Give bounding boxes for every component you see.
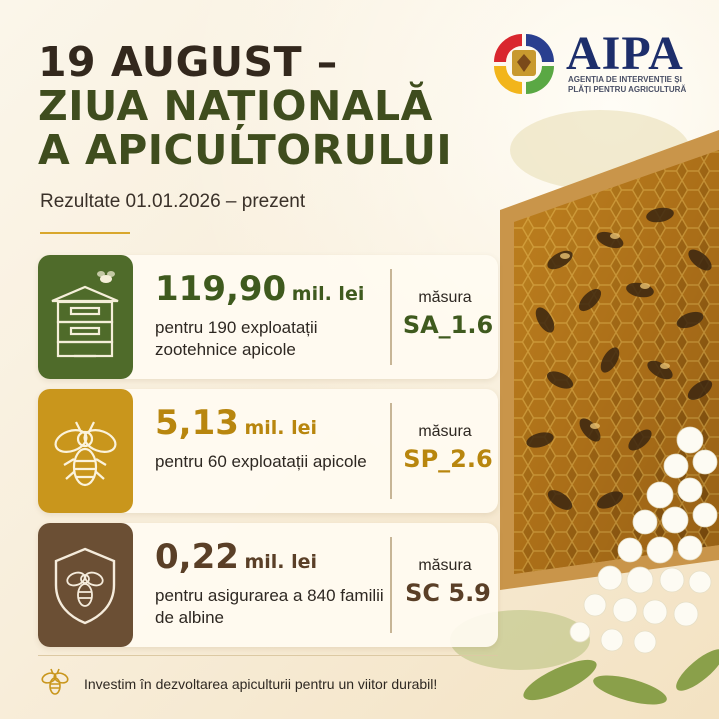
- result-card-sp-2-6: 5,13 mil. lei pentru 60 exploatații apic…: [38, 389, 498, 513]
- amount-unit: mil. lei: [244, 417, 318, 439]
- title-line-3: A APICULTORULUI: [38, 126, 453, 174]
- measure-label: măsura: [418, 423, 472, 440]
- amount-value: 119,90: [155, 269, 287, 309]
- logo-subtitle-line2: PLĂȚI PENTRU AGRICULTURĂ: [568, 85, 687, 94]
- measure-label: măsura: [418, 289, 472, 306]
- card-icon-box: [38, 523, 133, 647]
- title-line-1: 19 AUGUST –: [38, 38, 338, 86]
- card-description: pentru asigurarea a 840 familii de albin…: [155, 586, 384, 627]
- card-divider: [390, 269, 392, 365]
- measure-label: măsura: [418, 557, 472, 574]
- bee-icon: [41, 668, 69, 695]
- result-card-sc-5-9: 0,22 mil. lei pentru asigurarea a 840 fa…: [38, 523, 498, 647]
- card-description: pentru 190 exploatații zootehnice apicol…: [155, 318, 318, 359]
- logo-name: AIPA: [566, 27, 684, 80]
- results-period: Rezultate 01.01.2026 – prezent: [40, 191, 306, 212]
- card-amount: 5,13 mil. lei: [155, 403, 317, 443]
- card-icon-box: [38, 255, 133, 379]
- measure-code: SA_1.6: [402, 311, 494, 339]
- footer-divider: [38, 655, 498, 656]
- beehive-icon: [51, 271, 119, 358]
- result-card-sa-1-6: 119,90 mil. lei pentru 190 exploatații z…: [38, 255, 498, 379]
- amount-value: 5,13: [155, 403, 239, 443]
- measure-code: SC 5.9: [405, 579, 491, 607]
- card-divider: [390, 403, 392, 499]
- card-amount: 119,90 mil. lei: [155, 269, 364, 309]
- card-amount: 0,22 mil. lei: [155, 537, 317, 577]
- logo-subtitle-line1: AGENȚIA DE INTERVENȚIE ȘI: [568, 75, 682, 84]
- measure-code: SP_2.6: [403, 445, 493, 473]
- card-description: pentru 60 exploatații apicole: [155, 452, 367, 471]
- aipa-logo: AIPA AGENȚIA DE INTERVENȚIE ȘI PLĂȚI PEN…: [488, 27, 703, 98]
- amount-unit: mil. lei: [291, 283, 365, 305]
- card-icon-box: [38, 389, 133, 513]
- shield-bee-icon: [54, 547, 116, 625]
- bee-icon: [54, 421, 117, 487]
- logo-subtitle: AGENȚIA DE INTERVENȚIE ȘI PLĂȚI PENTRU A…: [568, 75, 686, 95]
- aipa-emblem-icon: [494, 34, 554, 94]
- card-divider: [390, 537, 392, 633]
- page-title: 19 AUGUST – ZIUA NAȚIONALĂ A APICULTORUL…: [38, 40, 452, 172]
- amount-value: 0,22: [155, 537, 239, 577]
- amount-unit: mil. lei: [244, 551, 318, 573]
- footer-slogan: Investim în dezvoltarea apiculturii pent…: [84, 676, 438, 692]
- title-line-2: ZIUA NAȚIONALĂ: [38, 82, 433, 130]
- title-divider: [40, 232, 130, 234]
